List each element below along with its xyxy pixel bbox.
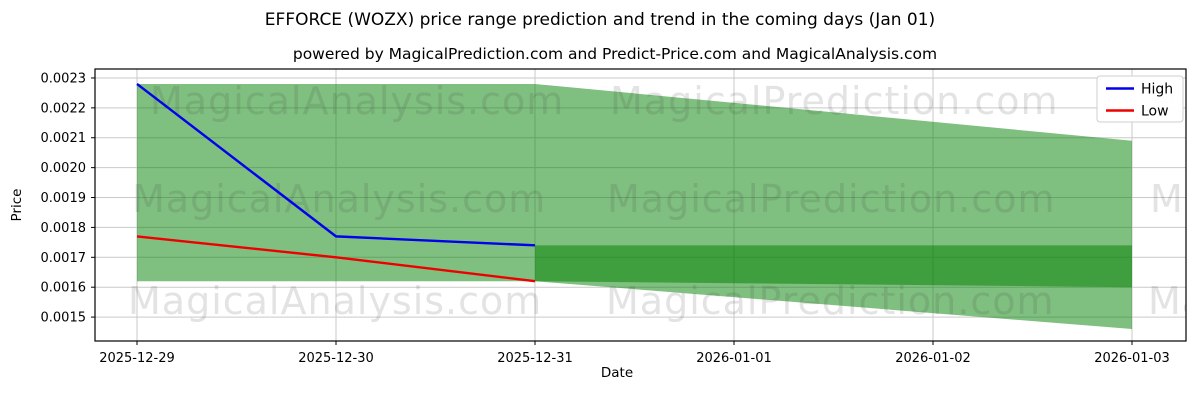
y-tick-label: 0.0021: [41, 131, 87, 146]
watermarks: MagicalAnalysis.com MagicalPrediction.com…: [128, 79, 1200, 323]
high-line: [136, 82, 536, 247]
y-tick-label: 0.0015: [41, 311, 87, 326]
y-tick-label: 0.0018: [41, 221, 87, 236]
y-tick-label: 0.0017: [41, 251, 87, 266]
chart-subtitle: powered by MagicalPrediction.com and Pre…: [292, 45, 938, 63]
watermark-text: MagicalPrediction.com: [610, 79, 1059, 123]
axis-ticks: 2025-12-29 2025-12-30 2025-12-31 2026-01-01…: [41, 71, 1170, 366]
axes-spines: [94, 68, 1187, 342]
x-axis-title: Date: [601, 365, 633, 381]
watermark-text: MagicalPrediction.com: [607, 177, 1056, 221]
x-tick-label: 2026-01-03: [1094, 351, 1170, 366]
band-history-range: [137, 83, 535, 282]
watermark-text: MagicalAnalysis.com: [132, 177, 546, 221]
x-tick-label: 2026-01-02: [895, 351, 971, 366]
legend-label-low: Low: [1141, 103, 1169, 119]
price-lines: [136, 82, 536, 283]
watermark-text: MagicalPrediction.com: [606, 279, 1055, 323]
x-tick-label: 2025-12-29: [99, 351, 175, 366]
y-tick-label: 0.0022: [41, 101, 87, 116]
y-tick-label: 0.0019: [41, 191, 87, 206]
watermark-text: MagicalAnalysis.com: [128, 279, 542, 323]
x-tick-label: 2026-01-01: [696, 351, 772, 366]
legend: High Low: [1096, 75, 1184, 123]
y-axis-title: Price: [9, 189, 25, 222]
low-line: [136, 235, 536, 283]
band-forecast-core: [535, 245, 1132, 288]
watermark-text: MagicalAnalysis.com: [1148, 279, 1200, 323]
chart-title: EFFORCE (WOZX) price range prediction an…: [264, 10, 936, 30]
legend-label-high: High: [1141, 81, 1173, 97]
x-tick-label: 2025-12-31: [497, 351, 573, 366]
range-bands: [137, 83, 1132, 330]
watermark-text: MagicalAnalysis.com: [1150, 177, 1200, 221]
y-tick-label: 0.0020: [41, 161, 87, 176]
x-tick-label: 2025-12-30: [298, 351, 374, 366]
y-tick-label: 0.0023: [41, 71, 87, 86]
watermark-text: MagicalAnalysis.com: [150, 79, 564, 123]
y-tick-label: 0.0016: [41, 281, 87, 296]
plot-frame: [94, 68, 1187, 342]
